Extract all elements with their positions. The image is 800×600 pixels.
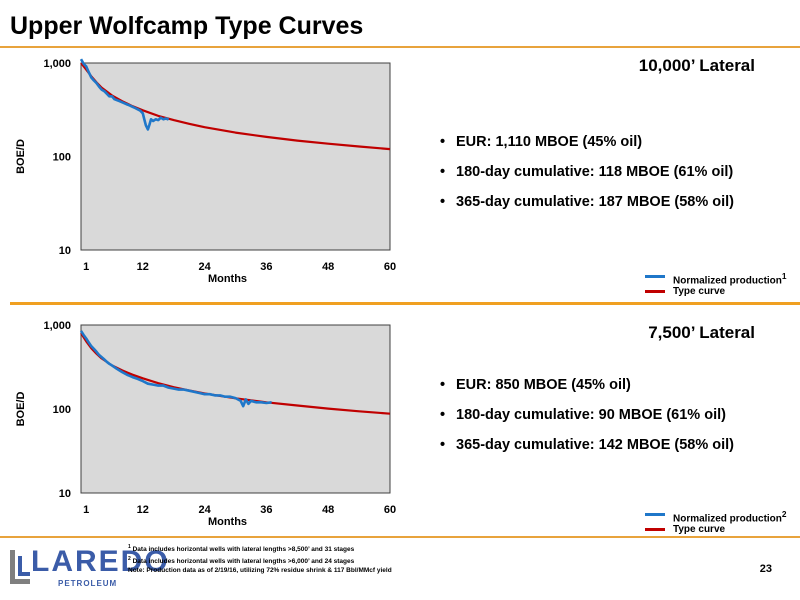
x-axis-label: Months <box>208 273 247 285</box>
y-tick-label: 10 <box>59 488 71 500</box>
footnotes: 1 Data includes horizontal wells with la… <box>128 543 392 576</box>
x-tick-label: 1 <box>83 504 89 516</box>
legend-swatch-normalized <box>645 513 665 516</box>
plot-area <box>80 62 391 251</box>
lateral-label-top: 10,000’ Lateral <box>638 56 755 75</box>
y-axis-label: BOE/D <box>15 392 27 427</box>
bullet-list-top: EUR: 1,110 MBOE (45% oil) 180-day cumula… <box>440 132 734 222</box>
x-tick-label: 24 <box>198 261 211 273</box>
laredo-logo: LAREDO PETROLEUM <box>8 542 168 592</box>
lateral-label-bottom: 7,500’ Lateral <box>648 323 755 342</box>
y-tick-label: 10 <box>59 245 71 257</box>
x-tick-label: 12 <box>137 504 149 516</box>
logo-mark-icon <box>10 550 30 584</box>
footnote-2: 2 Data includes horizontal wells with la… <box>128 555 355 565</box>
bullet-item: EUR: 1,110 MBOE (45% oil) <box>440 132 734 162</box>
legend-label-normalized: Normalized production <box>673 275 782 287</box>
x-tick-label: 24 <box>198 504 211 516</box>
footnote-1: 1 Data includes horizontal wells with la… <box>128 544 355 554</box>
series-normalized-production <box>79 330 272 408</box>
legend-swatch-type-curve <box>645 528 665 531</box>
footnote-3: Note: Production data as of 2/19/16, uti… <box>128 567 392 575</box>
logo-wordmark: LAREDO <box>31 545 170 578</box>
legend-swatch-normalized <box>645 275 665 278</box>
page-title: Upper Wolfcamp Type Curves <box>10 12 364 40</box>
y-tick-label: 100 <box>53 152 71 164</box>
legend-footnote-marker: 1 <box>781 271 787 281</box>
x-tick-label: 48 <box>322 261 334 273</box>
y-tick-label: 1,000 <box>43 320 71 332</box>
legend-label-type-curve: Type curve <box>673 286 726 297</box>
bullet-item: 180-day cumulative: 90 MBOE (61% oil) <box>440 405 734 435</box>
legend-label-normalized: Normalized production <box>673 513 782 525</box>
x-axis-label: Months <box>208 516 247 528</box>
legend-footnote-marker: 2 <box>781 509 787 519</box>
x-tick-label: 60 <box>384 261 396 273</box>
bullet-item: 365-day cumulative: 142 MBOE (58% oil) <box>440 435 734 465</box>
x-tick-label: 36 <box>260 261 272 273</box>
bullet-item: 180-day cumulative: 118 MBOE (61% oil) <box>440 162 734 192</box>
bullet-list-bottom: EUR: 850 MBOE (45% oil) 180-day cumulati… <box>440 375 734 465</box>
x-tick-label: 1 <box>83 261 89 273</box>
legend-swatch-type-curve <box>645 290 665 293</box>
page-number: 23 <box>759 563 772 575</box>
bullet-item: 365-day cumulative: 187 MBOE (58% oil) <box>440 192 734 222</box>
x-tick-label: 48 <box>322 504 334 516</box>
y-tick-label: 100 <box>53 404 71 416</box>
x-tick-label: 60 <box>384 504 396 516</box>
y-tick-label: 1,000 <box>43 58 71 70</box>
section-divider <box>10 302 800 305</box>
x-tick-label: 36 <box>260 504 272 516</box>
series-normalized-production <box>79 58 170 131</box>
bullet-item: EUR: 850 MBOE (45% oil) <box>440 375 734 405</box>
y-axis-label: BOE/D <box>15 139 27 174</box>
title-divider <box>0 46 800 48</box>
footer-divider <box>0 536 800 538</box>
x-tick-label: 12 <box>137 261 149 273</box>
logo-subtitle: PETROLEUM <box>58 579 118 588</box>
legend-label-type-curve: Type curve <box>673 524 726 535</box>
